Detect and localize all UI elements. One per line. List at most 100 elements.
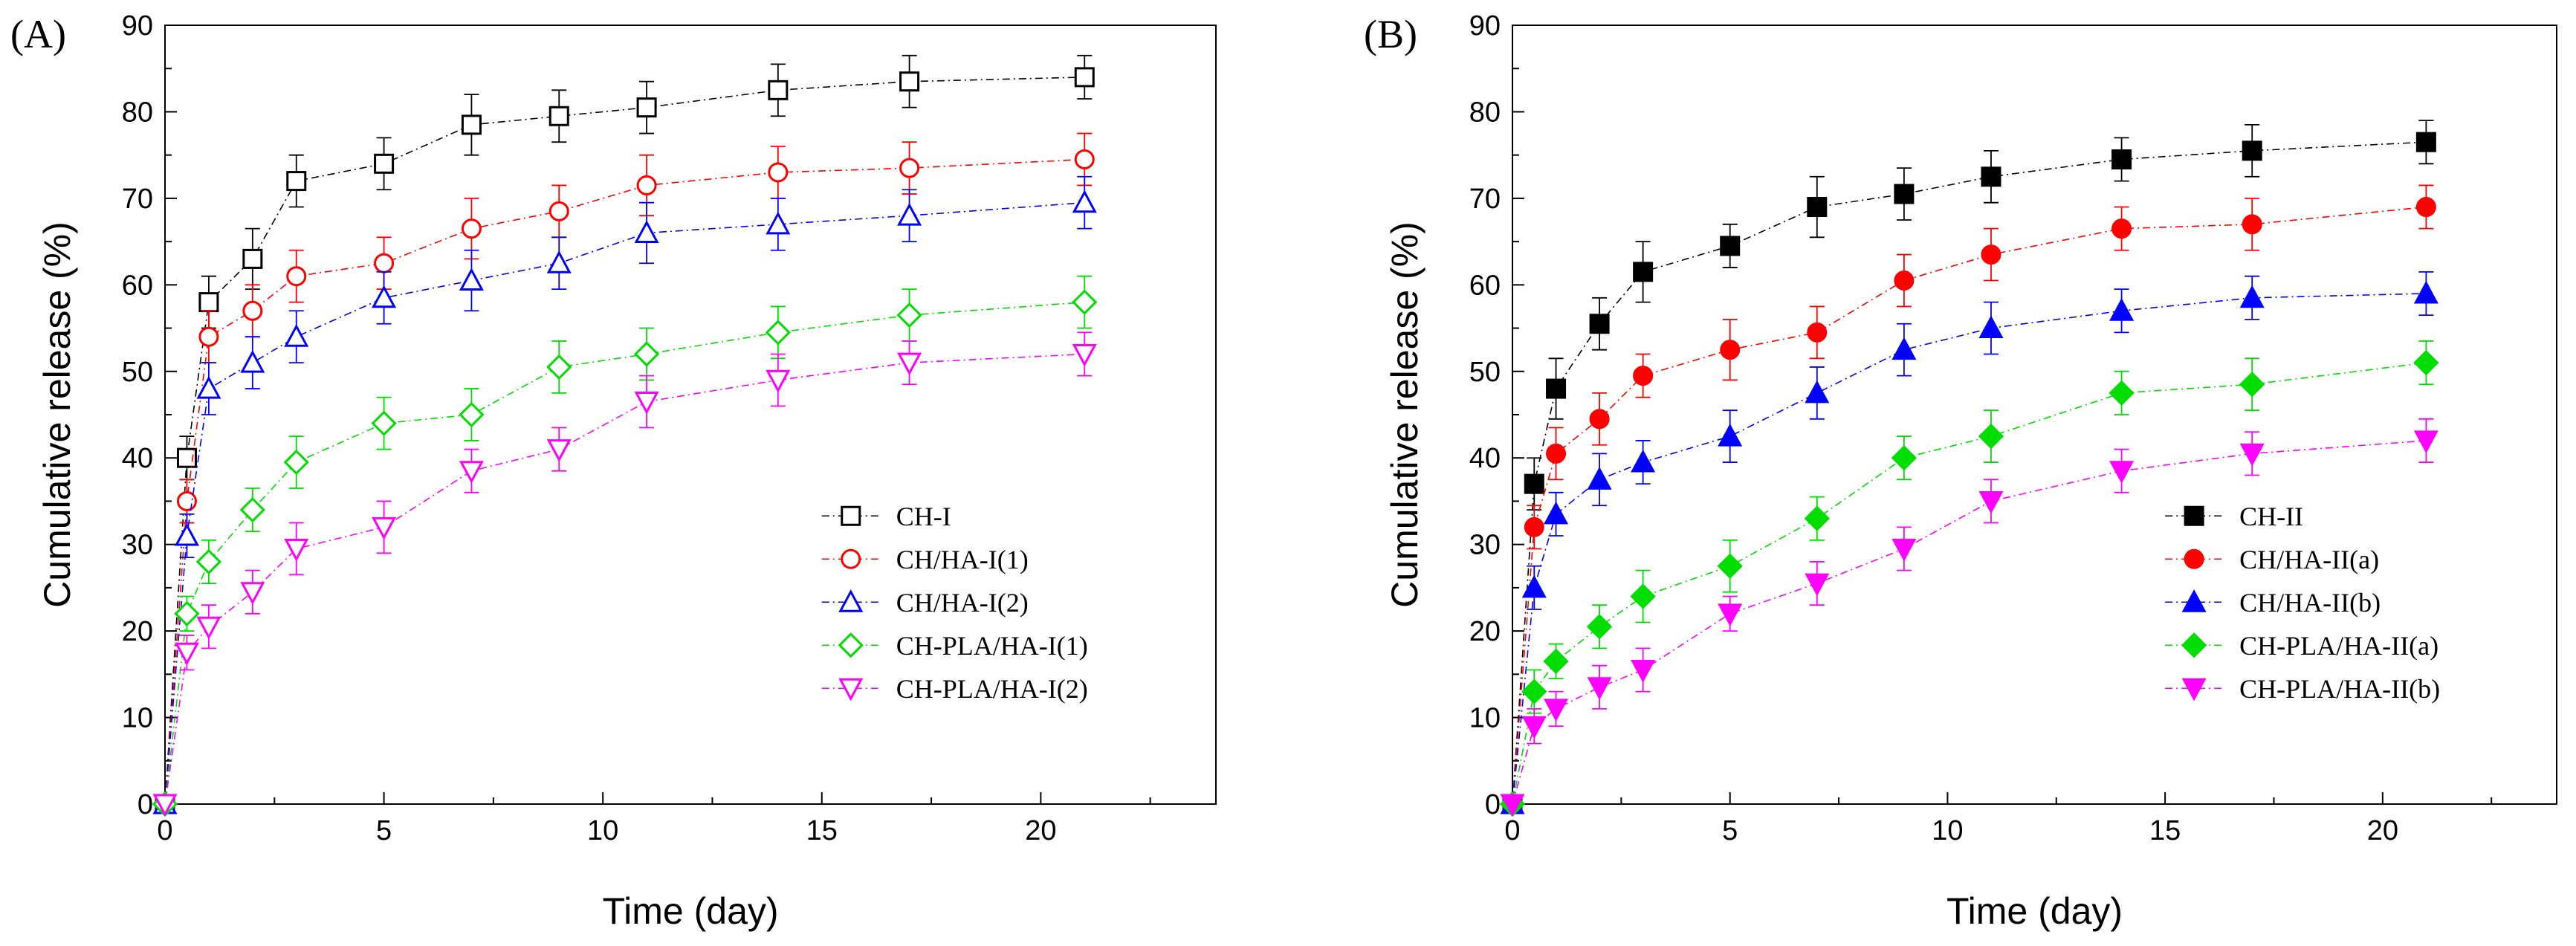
panel-label-b: (B) [1364,12,1417,56]
data-point [2239,443,2265,467]
data-point [1589,314,1610,334]
data-point [174,600,200,626]
data-point [1543,648,1569,674]
y-axis-label-b: Cumulative release (%) [1384,221,1425,608]
series-line [164,353,1085,805]
data-point [1981,166,2001,187]
data-point [459,461,484,484]
legend-item: CH/HA-I(1) [821,545,1029,574]
data-point [174,522,199,546]
legend-label: CH-I [896,502,951,531]
data-point [198,292,219,313]
data-point [372,285,397,308]
series-line [164,158,1085,805]
data-point [1631,449,1656,473]
data-point [765,320,791,346]
data-point [2109,298,2135,321]
series-ch-pla-ha-ii-a [1499,340,2439,817]
legend-item: CH/HA-II(a) [2165,545,2379,574]
data-point [1586,614,1613,640]
legend-marker [2181,632,2207,658]
legend-label: CH/HA-I(1) [896,545,1029,574]
x-tick-label: 0 [1504,815,1520,846]
data-point [1074,149,1095,169]
legend-item: CH-PLA/HA-I(2) [821,674,1088,704]
legend-marker [841,505,861,526]
data-point [2109,461,2135,484]
legend-marker [2181,589,2207,612]
series-ch-ha-ii-b [1500,270,2439,814]
data-point [284,324,309,347]
data-point [240,582,265,605]
data-point [1720,236,1741,256]
y-tick-label: 10 [122,703,153,734]
data-point [1587,677,1612,700]
data-point [2111,218,2132,239]
data-point [1804,505,1830,531]
legend-item: CH/HA-I(2) [821,588,1029,618]
data-point [636,97,657,118]
legend-marker [838,632,864,658]
data-point [1631,660,1656,683]
data-point [1891,445,1917,471]
legend-item: CH-I [821,502,951,531]
x-tick-label: 20 [2367,815,2398,846]
data-point [546,354,572,380]
data-point [1978,423,2004,450]
data-point [1546,443,1567,464]
chart-panel-a: (A) 0 5 10 15 20 0 10 20 30 40 50 60 70 80 90 CH-I CH/H… [10,10,1217,932]
x-tick-label: 20 [1025,815,1056,846]
data-point [196,375,221,399]
data-point [897,203,922,226]
data-point [1589,409,1610,430]
data-point [633,341,660,367]
data-point [1521,678,1547,704]
legend-item: CH-II [2165,502,2303,531]
data-point [372,516,397,540]
data-point [1074,67,1095,88]
data-point [897,352,922,376]
data-point [2239,285,2265,308]
data-point [548,201,569,221]
data-point [284,538,309,562]
data-point [242,248,263,269]
data-point [286,171,307,192]
legend-marker [838,678,864,702]
data-point [461,218,482,239]
data-point [240,349,265,373]
data-point [1072,189,1097,213]
legend-label: CH-PLA/HA-II(b) [2239,674,2440,704]
data-point [2413,430,2439,454]
y-tick-label: 70 [122,184,153,215]
data-point [198,326,219,347]
data-point [1717,553,1743,579]
data-point [1894,270,1915,291]
panel-label-a: (A) [10,12,66,56]
legend-item: CH/HA-II(b) [2165,588,2381,618]
legend-item: CH-PLA/HA-II(a) [2165,631,2439,661]
data-point [2413,280,2439,304]
legend-label: CH-PLA/HA-II(a) [2239,631,2439,661]
data-point [1521,574,1547,598]
legend-marker [2184,548,2204,569]
data-point [2242,214,2262,235]
legend-label: CH-PLA/HA-I(2) [896,674,1088,704]
x-tick-label: 15 [2149,815,2181,846]
data-point [374,153,395,174]
data-point [1544,699,1569,722]
y-tick-label: 40 [122,443,153,474]
legend-label: CH-II [2239,502,2303,531]
data-point [1805,573,1830,597]
data-point [1891,538,1917,562]
series-ch-pla-ha-i-1 [152,275,1098,817]
data-point [374,253,395,273]
data-point [1978,315,2004,339]
data-point [896,302,922,328]
y-tick-label: 60 [1469,270,1501,301]
data-point [1072,343,1097,367]
x-tick-label: 5 [1722,815,1738,846]
series-line [164,201,1085,805]
legend-marker [838,589,864,612]
legend-label: CH-PLA/HA-I(1) [896,631,1088,661]
